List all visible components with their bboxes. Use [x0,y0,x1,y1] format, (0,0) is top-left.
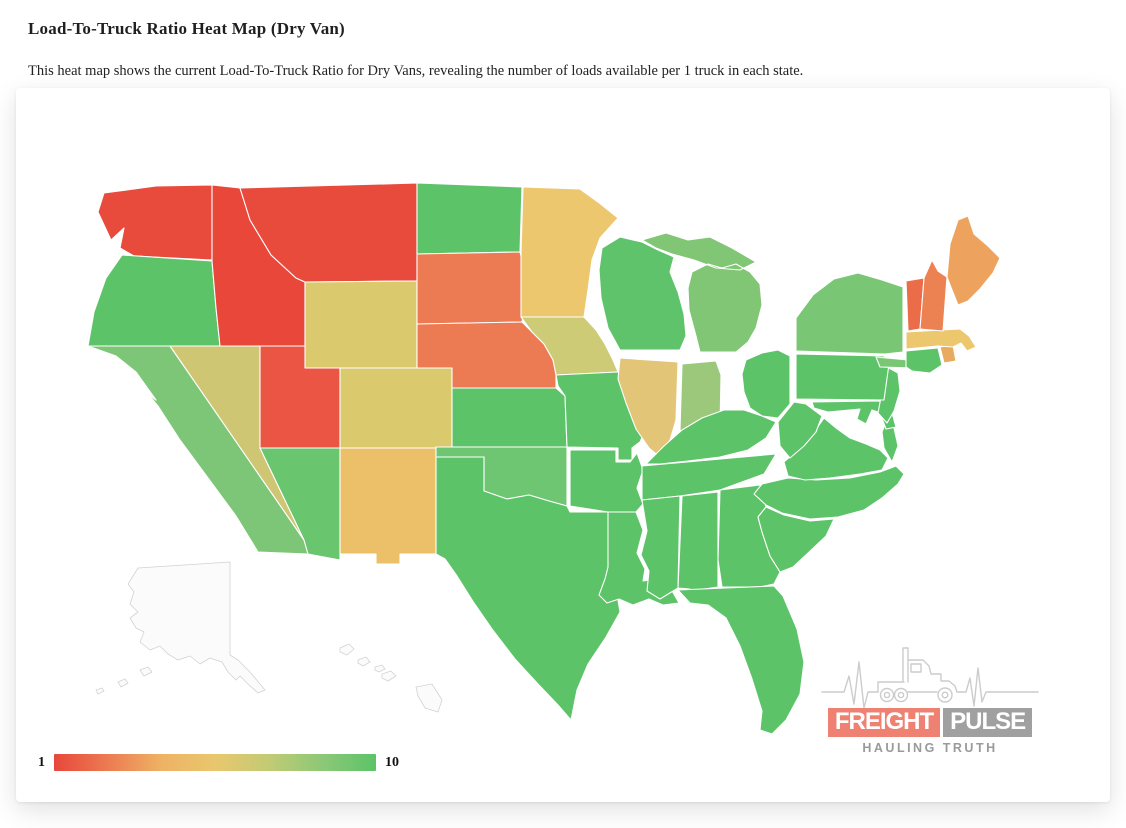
state-ny[interactable]: New York [795,272,916,369]
truck-heartbeat-icon [821,647,1039,709]
state-fl[interactable]: Florida [677,585,805,735]
state-ks[interactable]: Kansas [451,387,568,448]
state-sd[interactable]: South Dakota [416,251,529,325]
state-il[interactable]: Illinois [617,357,679,458]
state-hi[interactable]: Hawaii [339,643,443,713]
logo-word-freight: FREIGHT [827,708,941,737]
legend-gradient-bar [54,754,376,771]
freight-pulse-logo: FREIGHT PULSE HAULING TRUTH [812,636,1048,755]
state-or[interactable]: Oregon [87,254,221,347]
state-ct[interactable]: Connecticut [905,347,943,374]
state-nc[interactable]: North Carolina [753,465,905,520]
us-heat-map[interactable]: WashingtonOregonCaliforniaNevadaIdahoMon… [60,160,1020,760]
state-co[interactable]: Colorado [339,367,453,449]
legend-min-label: 1 [38,754,45,770]
state-oh[interactable]: Ohio [741,349,791,419]
state-wa[interactable]: Washington [97,184,213,261]
state-ar[interactable]: Arkansas [569,449,644,513]
logo-word-pulse: PULSE [943,708,1033,737]
state-tx[interactable]: Texas [435,456,621,721]
state-wv[interactable]: West Virginia [777,401,823,459]
state-mn[interactable]: Minnesota [520,186,619,318]
state-me[interactable]: Maine [946,215,1001,306]
heat-map-card: WashingtonOregonCaliforniaNevadaIdahoMon… [16,88,1110,802]
state-nm[interactable]: New Mexico [339,447,437,565]
state-ms[interactable]: Mississippi [640,495,681,600]
state-mi[interactable]: Michigan [641,232,763,353]
page-subtitle: This heat map shows the current Load-To-… [28,62,804,79]
logo-wordmark: FREIGHT PULSE [812,708,1048,737]
state-ma[interactable]: Massachusetts [905,328,977,352]
state-nh[interactable]: New Hampshire [919,259,948,332]
state-nd[interactable]: North Dakota [416,182,523,255]
logo-tagline: HAULING TRUTH [862,741,998,755]
page-title: Load-To-Truck Ratio Heat Map (Dry Van) [28,19,345,39]
legend-max-label: 10 [385,754,399,770]
state-az[interactable]: Arizona [259,447,341,561]
state-ak[interactable]: Alaska [95,561,266,695]
state-wi[interactable]: Wisconsin [598,236,687,351]
state-ri[interactable]: Rhode Island [939,344,957,364]
color-scale-legend: 1 10 [38,754,399,771]
state-ky[interactable]: Kentucky [645,409,777,465]
state-pa[interactable]: Pennsylvania [795,353,890,401]
state-wy[interactable]: Wyoming [304,280,418,369]
state-sc[interactable]: South Carolina [757,506,835,573]
